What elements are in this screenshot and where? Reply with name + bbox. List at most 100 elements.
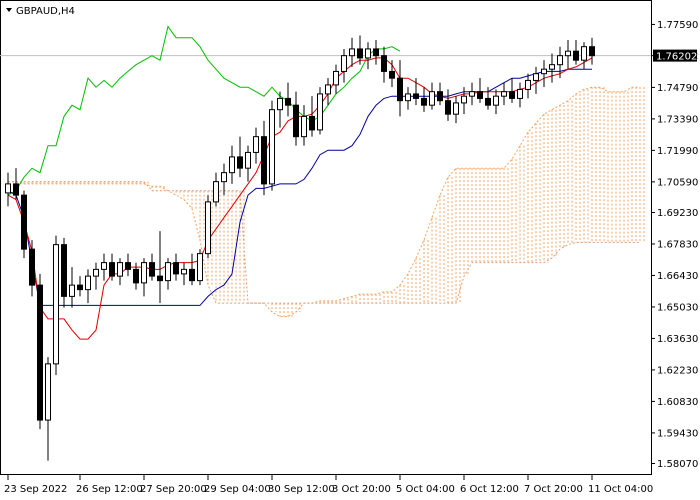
y-tick-label: 1.58070 <box>657 459 698 470</box>
x-tick-label: 27 Sep 20:00 <box>140 484 207 495</box>
y-tick-label: 1.77590 <box>657 20 698 31</box>
bear-candle <box>261 136 267 185</box>
bull-candle <box>565 50 571 57</box>
bull-candle <box>101 262 107 270</box>
indicator-lines <box>0 25 651 340</box>
bear-candle <box>285 97 291 106</box>
bull-candle <box>245 151 251 169</box>
y-tick-label: 1.60830 <box>657 397 698 408</box>
bear-candle <box>397 77 403 102</box>
bull-candle <box>341 55 347 72</box>
bear-candle <box>589 46 595 57</box>
y-tick-label: 1.62230 <box>657 365 698 376</box>
x-tick-label: 6 Oct 12:00 <box>460 484 519 495</box>
y-tick-label: 1.74790 <box>657 83 698 94</box>
y-tick-label: 1.65030 <box>657 302 698 313</box>
current-price-tag: 1.76202 <box>653 49 697 63</box>
bull-candle <box>5 183 11 194</box>
bear-candle <box>421 97 427 106</box>
bull-candle <box>501 91 507 97</box>
y-tick-label: 1.66430 <box>657 271 698 282</box>
bull-candle <box>325 84 331 95</box>
x-tick-label: 3 Oct 20:00 <box>332 484 391 495</box>
bear-candle <box>485 97 491 106</box>
bull-candle <box>45 363 51 421</box>
bull-candle <box>269 109 275 185</box>
chikou-span-line <box>7 25 401 196</box>
bear-candle <box>157 275 163 282</box>
x-tick-label: 5 Oct 04:00 <box>396 484 455 495</box>
chart-title: GBPAUD,H4 <box>16 6 75 17</box>
current-price-label: 1.76202 <box>656 52 697 63</box>
bear-candle <box>29 248 35 286</box>
bull-candle <box>525 79 531 90</box>
bull-candle <box>349 48 355 57</box>
senkou-span-a-line <box>8 86 640 318</box>
y-tick-label: 1.71990 <box>657 146 698 157</box>
bull-candle <box>493 95 499 106</box>
bear-candle <box>309 115 315 131</box>
y-tick-label: 1.73390 <box>657 114 698 125</box>
bull-candle <box>69 284 75 297</box>
bear-candle <box>125 262 131 270</box>
bull-candle <box>533 73 539 81</box>
x-tick-label: 23 Sep 2022 <box>4 484 67 495</box>
price-axis: 1.77590 1.76202 1.74790 1.73390 1.71990 1.705… <box>651 20 698 470</box>
bear-candle <box>477 91 483 99</box>
bull-candle <box>221 172 227 183</box>
y-tick-label: 1.67830 <box>657 239 698 250</box>
bull-candle <box>461 95 467 104</box>
bear-candle <box>437 91 443 102</box>
bear-candle <box>237 156 243 169</box>
x-tick-label: 7 Oct 20:00 <box>524 484 583 495</box>
bull-candle <box>181 268 187 275</box>
bear-candle <box>77 284 83 291</box>
bull-candle <box>301 115 307 138</box>
x-tick-label: 30 Sep 12:00 <box>268 484 335 495</box>
bull-candle <box>557 55 563 66</box>
bull-candle <box>229 156 235 174</box>
x-tick-label: 29 Sep 04:00 <box>204 484 271 495</box>
bull-candle <box>117 262 123 277</box>
bull-candle <box>253 136 259 153</box>
bear-candle <box>189 268 195 282</box>
y-tick-label: 1.69230 <box>657 208 698 219</box>
kijun-sen-line <box>7 68 592 306</box>
y-tick-label: 1.63630 <box>657 334 698 345</box>
bull-candle <box>277 97 283 111</box>
bear-candle <box>109 262 115 277</box>
y-tick-label: 1.70590 <box>657 177 698 188</box>
bull-candle <box>517 88 523 99</box>
bear-candle <box>509 91 515 99</box>
bull-candle <box>317 93 323 131</box>
bull-candle <box>549 64 555 70</box>
bear-candle <box>37 284 43 421</box>
bear-candle <box>413 93 419 99</box>
plot-frame <box>0 0 652 475</box>
title-arrow-icon <box>6 8 12 12</box>
bear-candle <box>373 48 379 57</box>
bull-candle <box>581 46 587 61</box>
bull-candle <box>93 268 99 277</box>
senkou-span-b-line <box>8 181 640 304</box>
bear-candle <box>381 55 387 72</box>
bull-candle <box>429 91 435 106</box>
candles <box>5 35 595 461</box>
bear-candle <box>573 50 579 61</box>
bear-candle <box>173 262 179 275</box>
y-tick-label: 1.59430 <box>657 428 698 439</box>
bull-candle <box>141 262 147 284</box>
x-tick-label: 11 Oct 04:00 <box>588 484 653 495</box>
tenkan-sen-line <box>7 57 593 340</box>
bear-candle <box>61 244 67 297</box>
x-tick-label: 26 Sep 12:00 <box>76 484 143 495</box>
bear-candle <box>149 262 155 277</box>
bull-candle <box>205 201 211 255</box>
bear-candle <box>357 48 363 59</box>
bull-candle <box>453 102 459 115</box>
bear-candle <box>13 183 19 196</box>
bear-candle <box>445 100 451 115</box>
